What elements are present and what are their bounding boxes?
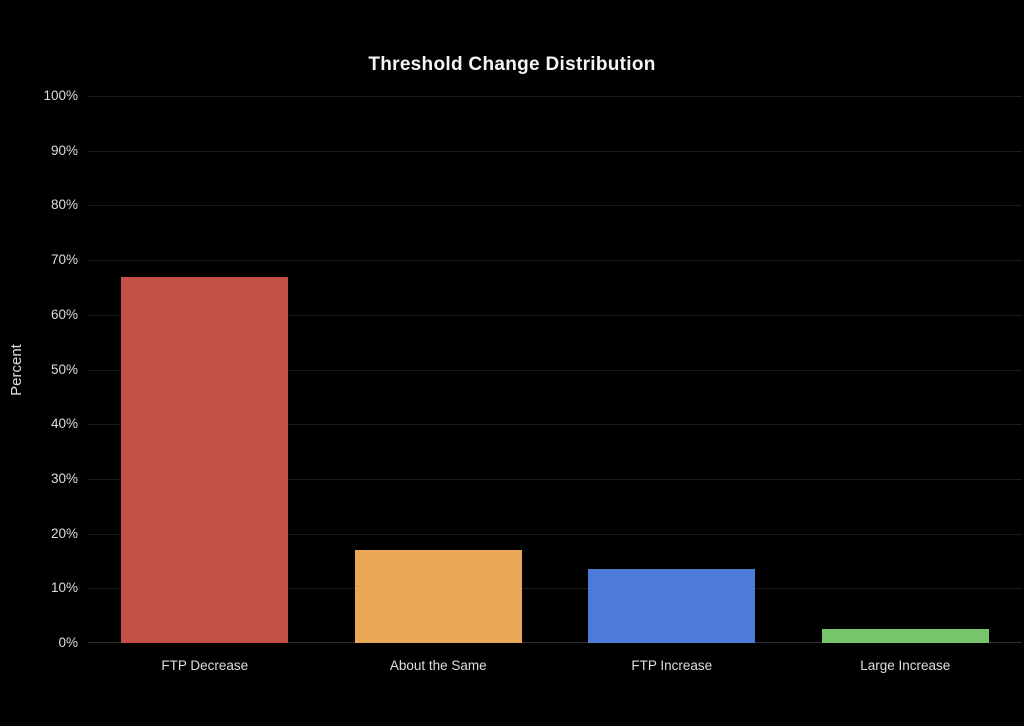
chart-title: Threshold Change Distribution	[368, 54, 656, 75]
x-tick-label-ftp-increase: FTP Increase	[631, 658, 713, 673]
gridline-0	[88, 642, 1022, 643]
bar-about-the-same	[354, 550, 522, 643]
y-tick-label-30: 30%	[50, 470, 78, 486]
bar-large-increase	[821, 629, 989, 643]
gridline-20	[88, 533, 1022, 535]
gridline-80	[88, 205, 1022, 207]
gridline-60	[88, 314, 1022, 316]
x-tick-label-large-increase: Large Increase	[860, 658, 951, 673]
y-tick-label-40: 40%	[50, 416, 78, 432]
gridline-30	[88, 478, 1022, 480]
gridline-10	[88, 588, 1022, 590]
y-tick-label-50: 50%	[50, 361, 78, 377]
bar-ftp-increase	[588, 569, 756, 643]
y-tick-label-20: 20%	[50, 525, 78, 541]
gridline-100	[88, 96, 1022, 97]
y-tick-label-60: 60%	[50, 306, 78, 322]
y-tick-label-70: 70%	[50, 252, 78, 268]
y-tick-label-90: 90%	[50, 142, 78, 158]
x-tick-label-ftp-decrease: FTP Decrease	[161, 658, 249, 673]
y-tick-label-100: 100%	[43, 88, 78, 103]
bar-ftp-decrease	[121, 276, 289, 643]
gridline-50	[88, 369, 1022, 371]
x-tick-label-about-the-same: About the Same	[389, 658, 487, 673]
y-tick-label-80: 80%	[50, 197, 78, 213]
plot-area	[88, 96, 1022, 643]
y-tick-label-0: 0%	[58, 635, 78, 650]
y-tick-label-10: 10%	[50, 580, 78, 596]
gridline-90	[88, 150, 1022, 152]
gridline-70	[88, 260, 1022, 262]
gridline-40	[88, 424, 1022, 426]
